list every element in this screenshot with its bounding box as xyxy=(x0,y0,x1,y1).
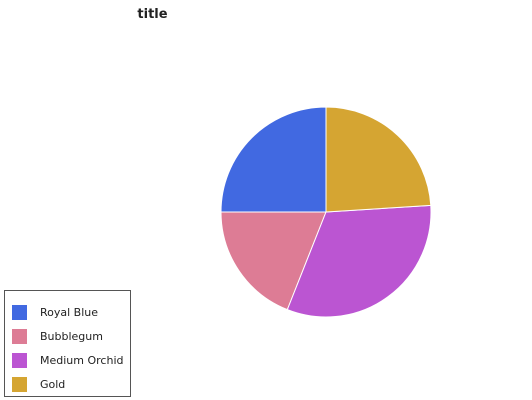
legend-swatch-bubblegum xyxy=(12,329,27,344)
pie-slice-royal-blue xyxy=(220,106,327,213)
legend: Royal Blue Bubblegum Medium Orchid Gold xyxy=(4,290,131,397)
pie-slice-bubblegum xyxy=(220,211,327,311)
legend-label: Gold xyxy=(40,378,66,391)
legend-label: Medium Orchid xyxy=(40,354,124,367)
legend-swatch-royal-blue xyxy=(12,305,27,320)
legend-label: Royal Blue xyxy=(40,306,99,319)
legend-item-gold: Gold xyxy=(12,377,65,392)
legend-swatch-medium-orchid xyxy=(12,353,27,368)
pie-slice-gold xyxy=(325,106,432,213)
legend-item-royal-blue: Royal Blue xyxy=(12,305,98,320)
legend-label: Bubblegum xyxy=(40,330,103,343)
chart-title: title xyxy=(137,7,168,22)
legend-item-bubblegum: Bubblegum xyxy=(12,329,103,344)
pie-slice-medium-orchid xyxy=(286,204,432,318)
legend-swatch-gold xyxy=(12,377,27,392)
legend-item-medium-orchid: Medium Orchid xyxy=(12,353,123,368)
